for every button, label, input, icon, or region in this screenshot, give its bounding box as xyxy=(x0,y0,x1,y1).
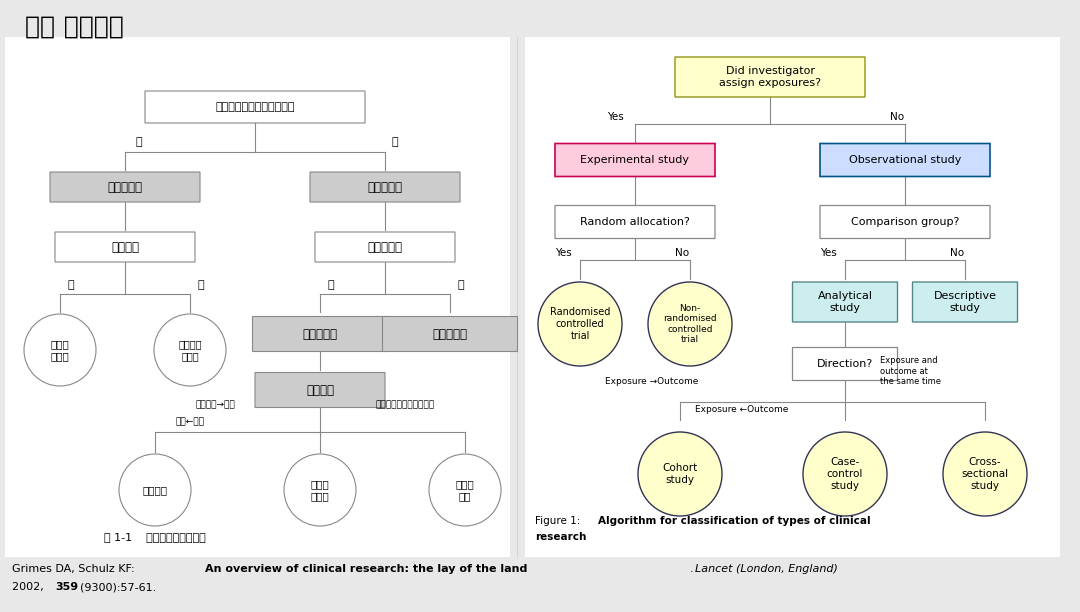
Text: No: No xyxy=(675,248,689,258)
Circle shape xyxy=(638,432,723,516)
Circle shape xyxy=(24,314,96,386)
Text: Grimes DA, Schulz KF:: Grimes DA, Schulz KF: xyxy=(12,564,138,574)
Text: 359: 359 xyxy=(55,582,78,592)
Text: 时间方向: 时间方向 xyxy=(306,384,334,397)
Text: Yes: Yes xyxy=(607,112,624,122)
FancyBboxPatch shape xyxy=(5,37,510,557)
Text: Lancet (London, England): Lancet (London, England) xyxy=(696,564,838,574)
Text: 队列研究: 队列研究 xyxy=(143,485,167,495)
Text: 分析性研究: 分析性研究 xyxy=(302,327,337,340)
Text: 暴露←结局: 暴露←结局 xyxy=(175,417,204,426)
Text: 横断面
调查: 横断面 调查 xyxy=(456,479,474,501)
Text: Exposure →Outcome: Exposure →Outcome xyxy=(605,377,699,386)
Text: No: No xyxy=(890,112,904,122)
Circle shape xyxy=(943,432,1027,516)
FancyBboxPatch shape xyxy=(793,348,897,381)
FancyBboxPatch shape xyxy=(555,143,715,176)
Text: An overview of clinical research: the lay of the land: An overview of clinical research: the la… xyxy=(205,564,527,574)
FancyBboxPatch shape xyxy=(382,316,517,351)
Text: 图 1-1    临床研究分类的法则: 图 1-1 临床研究分类的法则 xyxy=(104,532,206,542)
FancyBboxPatch shape xyxy=(793,282,897,322)
Text: 研究时有无设计干预因素？: 研究时有无设计干预因素？ xyxy=(215,102,295,112)
Text: Experimental study: Experimental study xyxy=(581,155,689,165)
FancyBboxPatch shape xyxy=(913,282,1017,322)
FancyBboxPatch shape xyxy=(55,232,195,262)
Text: 无: 无 xyxy=(392,137,399,147)
Text: 病例对
照研究: 病例对 照研究 xyxy=(311,479,329,501)
FancyBboxPatch shape xyxy=(820,143,990,176)
FancyBboxPatch shape xyxy=(145,91,365,123)
Text: 暴露与对照（同一时间）: 暴露与对照（同一时间） xyxy=(375,400,434,409)
FancyBboxPatch shape xyxy=(253,316,388,351)
Text: Randomised
controlled
trial: Randomised controlled trial xyxy=(550,307,610,341)
FancyBboxPatch shape xyxy=(315,232,455,262)
Circle shape xyxy=(804,432,887,516)
FancyBboxPatch shape xyxy=(255,373,384,408)
Text: No: No xyxy=(950,248,964,258)
Text: Descriptive
study: Descriptive study xyxy=(933,291,997,313)
Circle shape xyxy=(648,282,732,366)
Circle shape xyxy=(538,282,622,366)
Text: Non-
randomised
controlled
trial: Non- randomised controlled trial xyxy=(663,304,717,344)
Text: 无: 无 xyxy=(457,280,463,290)
Text: Random allocation?: Random allocation? xyxy=(580,217,690,227)
Text: 实验性研究: 实验性研究 xyxy=(108,181,143,193)
FancyBboxPatch shape xyxy=(820,206,990,239)
Text: Did investigator
assign exposures?: Did investigator assign exposures? xyxy=(719,66,821,88)
FancyBboxPatch shape xyxy=(310,172,460,202)
Text: Cross-
sectional
study: Cross- sectional study xyxy=(961,457,1009,491)
Text: 否: 否 xyxy=(197,280,204,290)
Text: 是: 是 xyxy=(67,280,73,290)
Text: Yes: Yes xyxy=(820,248,837,258)
Text: Analytical
study: Analytical study xyxy=(818,291,873,313)
Text: 一、 临床研究: 一、 临床研究 xyxy=(25,15,124,39)
Text: Cohort
study: Cohort study xyxy=(662,463,698,485)
Text: 是否随机: 是否随机 xyxy=(111,241,139,253)
FancyBboxPatch shape xyxy=(675,57,865,97)
Text: Observational study: Observational study xyxy=(849,155,961,165)
Text: Figure 1:: Figure 1: xyxy=(535,516,583,526)
Text: 随机对
照研究: 随机对 照研究 xyxy=(51,339,69,361)
Text: Direction?: Direction? xyxy=(816,359,873,369)
Circle shape xyxy=(154,314,226,386)
Text: Comparison group?: Comparison group? xyxy=(851,217,959,227)
Text: 描述性研究: 描述性研究 xyxy=(432,327,468,340)
Text: 非随机对
照研究: 非随机对 照研究 xyxy=(178,339,202,361)
Circle shape xyxy=(119,454,191,526)
Text: Algorithm for classification of types of clinical: Algorithm for classification of types of… xyxy=(598,516,870,526)
Text: 暴露因素→结局: 暴露因素→结局 xyxy=(195,400,234,409)
Text: Case-
control
study: Case- control study xyxy=(827,457,863,491)
Circle shape xyxy=(429,454,501,526)
FancyBboxPatch shape xyxy=(50,172,200,202)
Text: 有: 有 xyxy=(135,137,141,147)
Circle shape xyxy=(284,454,356,526)
Text: 有无对照组: 有无对照组 xyxy=(367,241,403,253)
Text: Exposure and
outcome at
the same time: Exposure and outcome at the same time xyxy=(880,356,941,386)
FancyBboxPatch shape xyxy=(525,37,1059,557)
Text: (9300):57-61.: (9300):57-61. xyxy=(80,582,157,592)
Text: 是: 是 xyxy=(327,280,334,290)
Text: Exposure ←Outcome: Exposure ←Outcome xyxy=(696,405,788,414)
Text: .: . xyxy=(690,564,697,574)
Text: research: research xyxy=(535,532,586,542)
Text: Yes: Yes xyxy=(555,248,571,258)
Text: 2002,: 2002, xyxy=(12,582,48,592)
Text: 观察性研究: 观察性研究 xyxy=(367,181,403,193)
FancyBboxPatch shape xyxy=(555,206,715,239)
